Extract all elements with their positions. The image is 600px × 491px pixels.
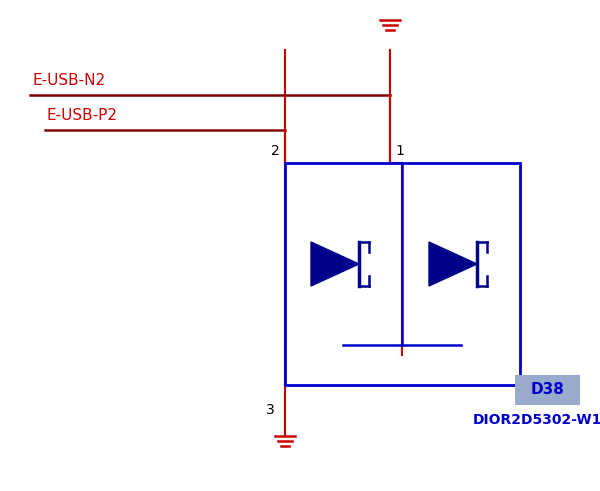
Text: 3: 3 <box>266 403 275 417</box>
Polygon shape <box>429 242 477 286</box>
Text: DIOR2D5302-W1S1: DIOR2D5302-W1S1 <box>473 413 600 427</box>
Bar <box>515 375 580 405</box>
Text: 2: 2 <box>271 144 280 158</box>
Polygon shape <box>311 242 359 286</box>
Bar <box>285 163 520 385</box>
Text: 1: 1 <box>395 144 404 158</box>
Text: E-USB-N2: E-USB-N2 <box>32 73 105 88</box>
Text: D38: D38 <box>530 382 565 398</box>
Text: E-USB-P2: E-USB-P2 <box>47 108 118 123</box>
